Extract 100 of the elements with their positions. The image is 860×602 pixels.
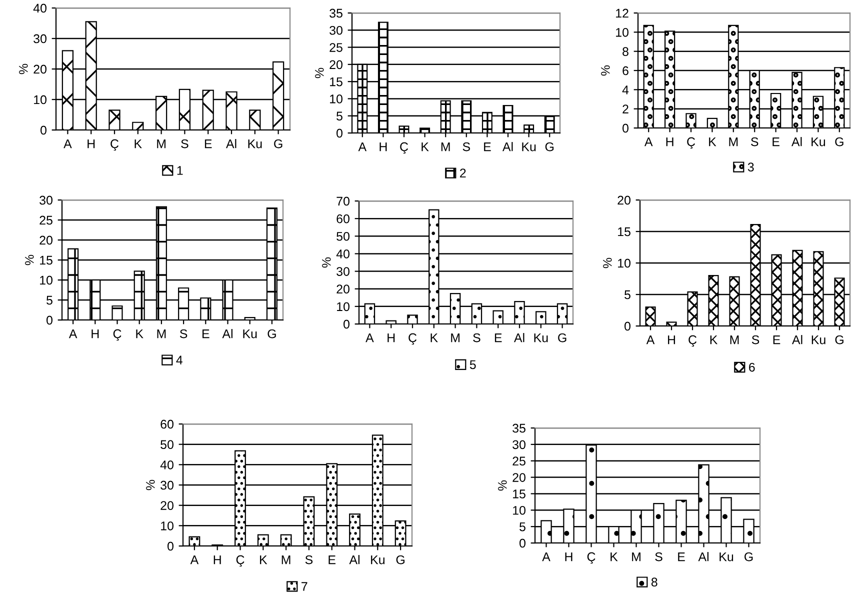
legend-label: 6 bbox=[749, 362, 755, 372]
x-tick-label: Ku bbox=[812, 335, 826, 344]
x-tick-label: H bbox=[388, 333, 395, 342]
x-tick-label: K bbox=[610, 552, 618, 562]
y-tick-label: 12 bbox=[616, 8, 628, 18]
y-tick-label: 6 bbox=[622, 66, 628, 76]
x-tick-label: K bbox=[709, 137, 716, 146]
x-tick-label: H bbox=[666, 137, 674, 146]
y-tick-label: 15 bbox=[40, 256, 52, 265]
y-tick-label: 35 bbox=[512, 424, 526, 433]
x-tick-label: A bbox=[542, 552, 550, 562]
y-tick-label: 5 bbox=[46, 296, 52, 305]
y-tick-label: 20 bbox=[34, 64, 46, 74]
y-tick-label: 30 bbox=[512, 440, 526, 450]
y-tick-label: 10 bbox=[618, 258, 630, 268]
x-tick-label: M bbox=[441, 142, 450, 152]
y-tick-label: 15 bbox=[513, 490, 526, 498]
x-tick-label: A bbox=[358, 142, 367, 152]
x-tick-label: H bbox=[92, 329, 99, 338]
y-tick-label: 40 bbox=[33, 4, 46, 13]
y-tick-label: 10 bbox=[337, 302, 350, 312]
x-tick-label: A bbox=[68, 329, 78, 338]
y-tick-label: 20 bbox=[40, 236, 52, 245]
x-tick-label: Al bbox=[226, 139, 236, 148]
y-axis-title: % bbox=[322, 257, 331, 268]
x-tick-label: G bbox=[835, 137, 844, 146]
x-tick-label: Ku bbox=[812, 137, 826, 146]
x-tick-label: A bbox=[644, 137, 653, 146]
y-tick-label: 20 bbox=[330, 60, 342, 70]
x-tick-label: A bbox=[646, 335, 655, 344]
y-axis-title: % bbox=[25, 254, 34, 266]
x-tick-label: M bbox=[730, 335, 739, 344]
x-tick-label: E bbox=[204, 139, 212, 148]
y-tick-label: 30 bbox=[336, 267, 350, 276]
x-tick-label: Ç bbox=[408, 333, 417, 345]
y-tick-label: 30 bbox=[330, 26, 342, 35]
y-tick-label: 15 bbox=[330, 78, 342, 86]
y-axis-title: % bbox=[315, 68, 324, 78]
y-tick-label: 4 bbox=[622, 86, 629, 94]
x-tick-label: S bbox=[752, 335, 760, 344]
legend-label: 1 bbox=[177, 166, 183, 175]
x-tick-label: Al bbox=[791, 137, 802, 146]
x-tick-label: Ç bbox=[113, 329, 122, 341]
x-tick-label: K bbox=[134, 139, 142, 148]
y-tick-label: 20 bbox=[160, 501, 174, 510]
x-tick-label: K bbox=[136, 329, 144, 338]
y-axis-title: % bbox=[601, 65, 610, 76]
x-tick-label: K bbox=[422, 142, 429, 152]
x-tick-label: G bbox=[545, 142, 554, 152]
y-tick-label: 2 bbox=[622, 104, 628, 114]
x-tick-label: H bbox=[565, 552, 572, 562]
y-tick-label: 15 bbox=[618, 227, 630, 236]
y-tick-label: 10 bbox=[34, 95, 46, 104]
y-tick-label: 5 bbox=[624, 290, 630, 300]
x-tick-label: S bbox=[751, 137, 758, 146]
x-tick-label: E bbox=[202, 329, 210, 338]
x-tick-label: E bbox=[678, 552, 685, 562]
x-tick-label: Al bbox=[222, 329, 232, 338]
x-tick-label: Al bbox=[792, 335, 802, 344]
y-axis-title: % bbox=[19, 64, 28, 74]
x-tick-label: S bbox=[181, 139, 188, 148]
y-tick-label: 0 bbox=[168, 542, 174, 551]
legend-label: 5 bbox=[470, 360, 476, 370]
y-tick-label: 30 bbox=[40, 196, 52, 205]
x-tick-label: E bbox=[328, 555, 336, 564]
x-tick-label: H bbox=[668, 335, 675, 344]
x-tick-label: Ku bbox=[248, 139, 262, 148]
x-tick-label: M bbox=[157, 139, 166, 148]
y-axis-title: % bbox=[146, 480, 155, 490]
x-tick-label: S bbox=[473, 333, 480, 342]
x-tick-label: G bbox=[396, 555, 404, 564]
x-tick-label: K bbox=[430, 333, 438, 342]
x-tick-label: E bbox=[494, 333, 502, 342]
legend-label: 8 bbox=[651, 578, 658, 586]
x-tick-label: S bbox=[655, 552, 662, 562]
y-tick-label: 20 bbox=[618, 196, 630, 205]
y-tick-label: 5 bbox=[520, 522, 526, 532]
x-tick-label: Al bbox=[698, 552, 708, 562]
x-tick-label: Ku bbox=[243, 329, 257, 338]
x-tick-label: E bbox=[773, 335, 780, 344]
y-tick-label: 10 bbox=[616, 28, 628, 37]
x-tick-label: M bbox=[157, 329, 166, 338]
y-tick-label: 25 bbox=[330, 43, 342, 52]
x-tick-label: H bbox=[88, 139, 95, 148]
x-tick-label: M bbox=[729, 137, 738, 146]
legend-label: 2 bbox=[460, 168, 466, 178]
x-tick-label: K bbox=[710, 335, 718, 344]
x-tick-label: Al bbox=[349, 555, 360, 564]
x-tick-label: Ku bbox=[534, 333, 548, 342]
y-tick-label: 0 bbox=[624, 322, 630, 331]
x-tick-label: Al bbox=[502, 142, 513, 152]
legend-label: 3 bbox=[748, 162, 754, 172]
x-tick-label: G bbox=[744, 552, 753, 562]
y-tick-label: 0 bbox=[344, 320, 350, 329]
y-tick-label: 60 bbox=[160, 420, 174, 429]
y-tick-label: 70 bbox=[336, 196, 350, 206]
x-tick-label: Ç bbox=[236, 555, 244, 567]
x-tick-label: Ku bbox=[720, 552, 734, 562]
y-tick-label: 20 bbox=[336, 284, 350, 294]
x-tick-label: Ku bbox=[371, 555, 384, 564]
